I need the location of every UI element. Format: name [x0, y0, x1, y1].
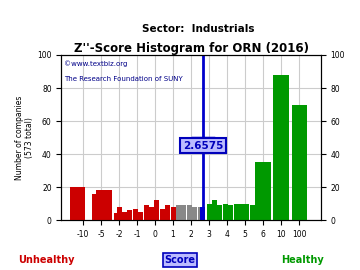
Bar [70, 187, 85, 220]
Bar [201, 207, 206, 220]
Bar [255, 207, 260, 220]
Bar [198, 207, 203, 220]
Title: Z''-Score Histogram for ORN (2016): Z''-Score Histogram for ORN (2016) [73, 42, 309, 55]
Bar [96, 190, 112, 220]
Y-axis label: Number of companies
(573 total): Number of companies (573 total) [15, 95, 35, 180]
Bar [176, 205, 181, 220]
Bar [274, 75, 289, 220]
Bar [165, 205, 170, 220]
Bar [239, 204, 244, 220]
Text: ©www.textbiz.org: ©www.textbiz.org [64, 60, 127, 67]
Bar [113, 214, 118, 220]
Bar [117, 207, 122, 220]
Text: The Research Foundation of SUNY: The Research Foundation of SUNY [64, 76, 183, 82]
Bar [217, 205, 222, 220]
Bar [223, 204, 228, 220]
Bar [244, 204, 249, 220]
Bar [138, 212, 143, 220]
Text: Score: Score [165, 255, 195, 265]
Bar [250, 205, 255, 220]
Text: Healthy: Healthy [281, 255, 324, 265]
Bar [133, 208, 138, 220]
Text: 2.6575: 2.6575 [183, 141, 223, 151]
Bar [228, 205, 233, 220]
Bar [154, 200, 159, 220]
Bar [212, 200, 217, 220]
Bar [127, 210, 132, 220]
Bar [122, 212, 127, 220]
Bar [181, 205, 186, 220]
Bar [149, 207, 154, 220]
Bar [292, 104, 307, 220]
Bar [207, 204, 212, 220]
Bar [160, 208, 165, 220]
Bar [234, 204, 239, 220]
Bar [144, 205, 149, 220]
Bar [187, 205, 192, 220]
Bar [171, 207, 176, 220]
Text: Sector:  Industrials: Sector: Industrials [142, 24, 254, 34]
Text: Unhealthy: Unhealthy [19, 255, 75, 265]
Bar [91, 194, 107, 220]
Bar [256, 162, 271, 220]
Bar [192, 207, 197, 220]
